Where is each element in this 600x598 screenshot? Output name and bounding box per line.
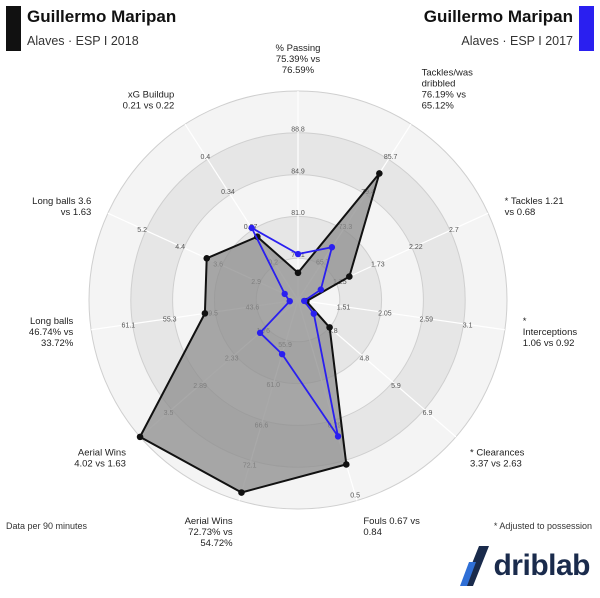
axis-label: Aerial Wins 4.02 vs 1.63 bbox=[74, 447, 126, 469]
series-2017-swatch bbox=[579, 6, 594, 51]
radar-tick-label: 2.22 bbox=[409, 244, 423, 251]
radar-spoke bbox=[297, 299, 505, 331]
series-point-2018 bbox=[326, 324, 333, 331]
axis-label: * Clearances 3.37 vs 2.63 bbox=[470, 447, 525, 469]
radar-tick-label: 0.5 bbox=[350, 493, 360, 500]
radar-tick-label: 1.73 bbox=[371, 262, 385, 269]
series-2018-swatch bbox=[6, 6, 21, 51]
series-point-2017 bbox=[286, 297, 293, 305]
axis-label: Aerial Wins 72.73% vs 54.72% bbox=[185, 516, 234, 549]
series-point-2018 bbox=[203, 255, 211, 262]
radar-tick-label: 3.1 bbox=[463, 322, 473, 329]
radar-tick-label: 2.05 bbox=[378, 310, 392, 317]
club-season-2018: Alaves · ESP I 2018 bbox=[27, 34, 139, 48]
radar-tick-label: 0.4 bbox=[200, 154, 210, 161]
series-point-2017 bbox=[256, 329, 264, 337]
series-point-2018 bbox=[136, 433, 144, 441]
axis-label: xG Buildup 0.21 vs 0.22 bbox=[123, 90, 175, 112]
axis-label: * Interceptions 1.06 vs 0.92 bbox=[523, 316, 578, 349]
brand-name: driblab bbox=[493, 549, 590, 582]
radar-tick-label: 85.7 bbox=[384, 154, 398, 161]
series-point-2018 bbox=[201, 310, 209, 317]
radar-tick-label: 3.8 bbox=[328, 328, 338, 335]
player-name-2018: Guillermo Maripan bbox=[27, 7, 177, 26]
series-point-2018 bbox=[376, 170, 383, 177]
axis-label: Tackles/was dribbled 76.19% vs 65.12% bbox=[422, 68, 473, 112]
radar-tick-label: 84.9 bbox=[291, 168, 305, 175]
radar-tick-label: 4.8 bbox=[359, 355, 369, 362]
radar-tick-label: 61.1 bbox=[122, 322, 136, 329]
radar-tick-label: 4.4 bbox=[175, 244, 185, 251]
radar-tick-label: 5.2 bbox=[137, 227, 147, 234]
radar-tick-label: 2.59 bbox=[419, 316, 433, 323]
axis-label: Fouls 0.67 vs 0.84 bbox=[363, 516, 420, 538]
header-right: Guillermo Maripan Alaves · ESP I 2017 bbox=[418, 6, 594, 51]
axis-label: % Passing 75.39% vs 76.59% bbox=[276, 43, 321, 76]
series-point-2018 bbox=[346, 273, 353, 280]
radar-tick-label: 81.0 bbox=[291, 210, 305, 217]
series-point-2018 bbox=[342, 461, 350, 468]
radar-tick-label: 88.8 bbox=[291, 127, 305, 134]
series-point-2017 bbox=[248, 224, 255, 232]
radar-tick-label: 1.51 bbox=[337, 305, 351, 312]
series-point-2018 bbox=[294, 269, 302, 277]
radar-tick-label: 2.7 bbox=[449, 227, 459, 234]
series-point-2018 bbox=[238, 489, 245, 496]
series-point-2017 bbox=[294, 250, 302, 258]
radar-tick-label: 0.34 bbox=[221, 189, 235, 196]
driblab-logo: driblab bbox=[459, 544, 590, 588]
axis-label: Long balls 46.74% vs 33.72% bbox=[29, 316, 74, 349]
series-point-2017 bbox=[310, 310, 317, 317]
radar-tick-label: 5.9 bbox=[391, 383, 401, 390]
club-season-2017: Alaves · ESP I 2017 bbox=[461, 34, 573, 48]
header-left: Guillermo Maripan Alaves · ESP I 2018 bbox=[6, 6, 182, 51]
series-point-2017 bbox=[301, 297, 308, 305]
series-line-2017 bbox=[250, 226, 339, 438]
axis-label: * Tackles 1.21 vs 0.68 bbox=[505, 196, 564, 218]
radar-tick-label: 55.3 bbox=[163, 316, 177, 323]
series-point-2017 bbox=[334, 433, 342, 440]
series-point-2017 bbox=[281, 290, 288, 298]
data-note: Data per 90 minutes bbox=[6, 521, 88, 531]
series-point-2017 bbox=[278, 350, 286, 358]
radar-tick-label: 6.9 bbox=[423, 410, 433, 417]
driblab-mark-icon bbox=[460, 546, 490, 586]
series-point-2017 bbox=[317, 286, 325, 293]
axis-label: Long balls 3.6 vs 1.63 bbox=[32, 196, 91, 218]
series-point-2017 bbox=[328, 244, 336, 251]
player-name-2017: Guillermo Maripan bbox=[423, 7, 573, 26]
adjusted-note: * Adjusted to possession bbox=[493, 521, 592, 531]
